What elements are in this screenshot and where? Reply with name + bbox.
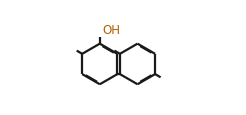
Text: OH: OH (103, 24, 121, 37)
